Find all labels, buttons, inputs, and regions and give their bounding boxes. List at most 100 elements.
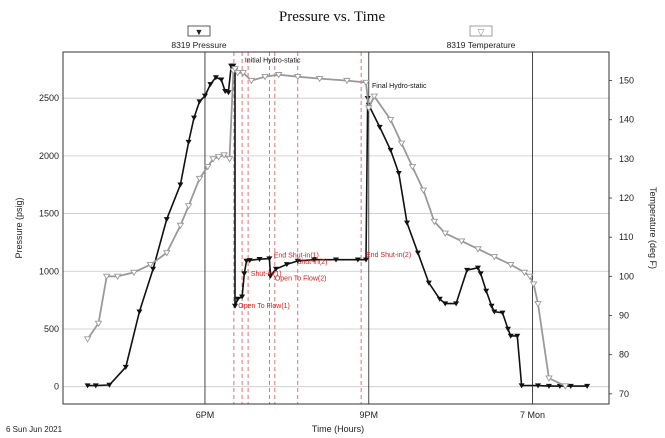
temperature-point: [561, 383, 570, 390]
pressure-point: [191, 115, 198, 121]
pressure-point: [376, 124, 383, 130]
plot-frame: [62, 51, 610, 405]
temperature-point: [529, 281, 538, 288]
y2-tick-label: 150: [619, 76, 634, 86]
pressure-point: [545, 383, 552, 389]
pressure-point: [436, 296, 443, 302]
temperature-point: [247, 77, 256, 85]
temperature-point: [397, 140, 406, 147]
pressure-point: [442, 301, 449, 307]
y2-tick-label: 70: [619, 389, 629, 399]
y2-tick-label: 110: [619, 232, 633, 242]
y2-tick-label: 80: [619, 350, 629, 360]
pressure-point: [201, 93, 208, 99]
pressure-point: [395, 170, 402, 176]
x-tick-label: 7 Mon: [520, 410, 545, 420]
temperature-point: [261, 74, 269, 81]
y2-tick-label: 90: [619, 311, 629, 321]
temperature-point: [130, 269, 138, 277]
temperature-point: [176, 222, 185, 230]
temperature-point: [430, 218, 439, 226]
y-tick-label: 0: [54, 382, 59, 392]
legend-temperature-label: 8319 Temperature: [447, 40, 516, 50]
pressure-point: [246, 258, 253, 264]
temperature-point: [239, 70, 247, 77]
y2-axis-label: Temperature (deg F): [648, 187, 658, 269]
pressure-point: [241, 271, 248, 277]
y-tick-label: 2000: [39, 151, 59, 161]
event-label: End Shut-in(2): [366, 252, 411, 259]
pressure-point: [584, 383, 591, 389]
pressure-point: [354, 257, 361, 263]
event-lines: [204, 52, 534, 404]
pressure-point: [230, 63, 237, 69]
pressure-point: [535, 383, 542, 389]
x-tick-label: 9PM: [360, 410, 379, 420]
pressure-point: [507, 333, 514, 339]
pressure-point: [387, 147, 394, 153]
axis-ticks: 0 500 1000 1500 2000 2500 70 80 90 100 110 120 130 14…: [39, 76, 634, 420]
legend-pressure-marker: ▼: [195, 27, 204, 37]
temperature-point: [274, 72, 283, 79]
pressure-point: [92, 383, 99, 389]
temperature-point: [534, 301, 542, 308]
pressure-point: [488, 303, 495, 309]
temperature-point: [94, 320, 103, 328]
temperature-point: [209, 156, 217, 163]
pressure-point: [283, 262, 290, 268]
pressure-point: [122, 364, 129, 370]
start-date-label: 6 Sun Jun 2021: [6, 425, 63, 434]
event-label: Shut-in(1): [251, 271, 282, 278]
pressure-point: [106, 382, 113, 388]
temperature-point: [343, 77, 351, 85]
x-tick-label: 6PM: [196, 410, 215, 420]
pressure-point: [136, 309, 143, 315]
pressure-point: [272, 266, 279, 272]
pressure-point: [207, 82, 214, 88]
pressure-point: [311, 257, 318, 263]
pressure-point: [477, 271, 484, 277]
pressure-point: [464, 267, 471, 273]
y-tick-label: 1500: [39, 209, 59, 219]
temperature-point: [386, 117, 395, 124]
pressure-point: [363, 257, 370, 263]
temperature-point: [225, 156, 234, 163]
pressure-point: [474, 265, 481, 271]
y2-tick-label: 100: [619, 271, 634, 281]
temperature-point: [490, 254, 499, 261]
legend-pressure-label: 8319 Pressure: [171, 40, 227, 50]
temperature-point: [408, 164, 417, 171]
temperature-point: [146, 261, 155, 269]
y2-tick-label: 120: [619, 193, 634, 203]
pressure-point: [150, 266, 157, 272]
event-labels: Open To Flow(1) Shut-in(1)Open To Flow(2)…: [238, 57, 427, 310]
temperature-point: [162, 250, 171, 257]
temperature-point: [370, 93, 379, 100]
legend-temperature-marker-box: [469, 25, 493, 37]
temperature-point: [83, 336, 92, 343]
temperature-point: [441, 230, 449, 237]
pressure-point: [218, 77, 225, 83]
legend-temperature-marker: ▽: [478, 27, 485, 37]
temperature-point: [457, 238, 466, 245]
temperature-point: [474, 246, 482, 253]
pressure-point: [185, 139, 192, 145]
pressure-point: [403, 220, 410, 226]
pressure-point: [177, 182, 184, 188]
pressure-point: [556, 383, 563, 389]
pressure-point: [231, 303, 238, 309]
chart-title: Pressure vs. Time: [279, 9, 386, 25]
pressure-point: [499, 310, 506, 316]
temperature-point: [506, 261, 515, 269]
grid: [63, 97, 609, 388]
temperature-point: [220, 152, 228, 159]
pressure-point: [239, 294, 246, 300]
y-tick-label: 1000: [39, 266, 59, 276]
temperature-point: [520, 269, 529, 277]
temperature-point: [233, 70, 242, 77]
pressure-point: [453, 301, 460, 307]
pressure-point: [267, 273, 274, 279]
temperature-point: [315, 75, 324, 83]
pressure-point: [567, 383, 574, 389]
